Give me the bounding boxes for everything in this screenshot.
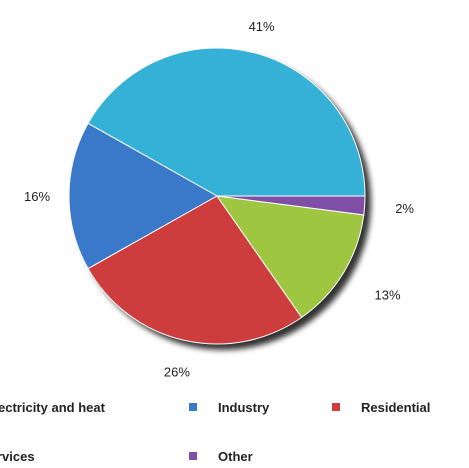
- slice-value-label: 26%: [164, 365, 190, 380]
- slice-value-labels: 41% 16% 26% 13% 2%: [24, 19, 414, 380]
- legend-item-services: rvices: [0, 449, 35, 464]
- legend-label: Residential: [361, 400, 430, 415]
- legend-item-electricity-and-heat: ectricity and heat: [0, 400, 106, 415]
- legend-swatch: [189, 403, 197, 411]
- legend-swatch: [189, 452, 197, 460]
- slice-value-label: 16%: [24, 189, 50, 204]
- slice-value-label: 2%: [395, 201, 414, 216]
- legend-label: Other: [218, 449, 253, 464]
- legend-label: ectricity and heat: [0, 400, 106, 415]
- pie-slice-industry: [68, 122, 219, 270]
- legend-item-other: Other: [189, 449, 253, 464]
- slice-value-label: 41%: [249, 19, 275, 34]
- legend-item-industry: Industry: [189, 400, 270, 415]
- pie-slice-other: [216, 195, 366, 216]
- pie-slice-electricity-and-heat: [87, 47, 366, 197]
- legend-item-residential: Residential: [332, 400, 430, 415]
- pie-slice-services: [215, 195, 365, 319]
- pie-slices: [68, 47, 366, 345]
- legend: ectricity and heat Industry Residential rvi…: [0, 400, 430, 464]
- legend-label: rvices: [0, 449, 35, 464]
- legend-swatch: [332, 403, 340, 411]
- pie-slice-residential: [87, 195, 303, 345]
- legend-label: Industry: [218, 400, 270, 415]
- slice-value-label: 13%: [374, 288, 400, 303]
